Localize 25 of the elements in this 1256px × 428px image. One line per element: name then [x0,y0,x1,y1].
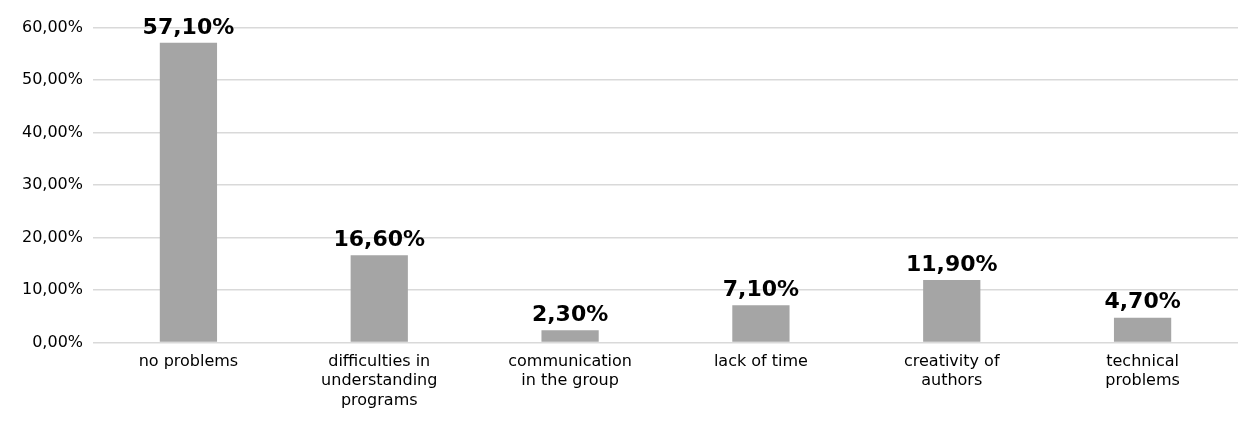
bar [1113,317,1172,342]
y-tick-label: 10,00% [21,279,84,299]
x-tick-label: creativity of authors [903,351,1000,390]
data-label: 7,10% [722,275,800,301]
bar [159,42,218,342]
x-tick-label: difficulties in understanding programs [321,351,438,409]
y-tick-label: 20,00% [21,226,84,246]
y-tick-label: 40,00% [21,121,84,141]
bar [541,330,599,342]
bar [732,305,790,342]
y-tick-label: 60,00% [21,16,84,36]
y-tick-label: 50,00% [21,69,84,89]
data-label: 11,90% [905,250,998,276]
data-label: 4,70% [1104,288,1181,314]
data-label: 16,60% [333,226,426,252]
y-tick-label: 30,00% [21,174,84,194]
bar [923,279,981,342]
data-label: 57,10% [142,13,235,39]
x-tick-label: lack of time [713,351,808,371]
x-tick-label: no problems [138,351,239,371]
bar [350,255,408,342]
data-label: 2,30% [531,301,609,327]
x-tick-label: communication in the group [508,351,632,390]
x-tick-label: technical problems [1105,351,1180,390]
y-tick-label: 0,00% [32,331,84,351]
